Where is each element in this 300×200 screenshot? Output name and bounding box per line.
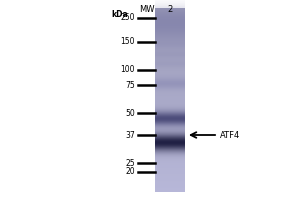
- Text: 150: 150: [121, 38, 135, 46]
- Text: 20: 20: [125, 168, 135, 176]
- Text: 250: 250: [121, 14, 135, 22]
- Text: 75: 75: [125, 80, 135, 90]
- Text: MW: MW: [139, 5, 155, 14]
- Text: 25: 25: [125, 158, 135, 168]
- Text: 37: 37: [125, 130, 135, 140]
- Text: kDa: kDa: [111, 10, 128, 19]
- Text: 50: 50: [125, 108, 135, 117]
- Text: 2: 2: [167, 5, 172, 14]
- Text: ATF4: ATF4: [220, 130, 240, 140]
- Text: 100: 100: [121, 66, 135, 74]
